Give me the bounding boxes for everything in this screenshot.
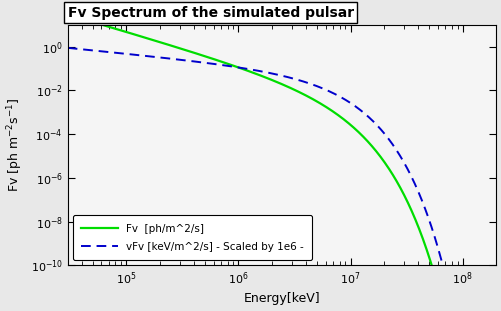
Fv  [ph/m^2/s] [65, 13, 71, 16]
vFv [keV/m^2/s] - Scaled by 1e6 - [389, 143, 395, 147]
Fv  [ph/m^2/s] [324, 106, 330, 110]
Legend: Fv  [ph/m^2/s], vFv [keV/m^2/s] - Scaled by 1e6 -: Fv [ph/m^2/s], vFv [keV/m^2/s] - Scaled … [73, 215, 312, 260]
Fv  [ph/m^2/s] [337, 115, 343, 119]
Fv  [ph/m^2/s] [389, 173, 395, 177]
X-axis label: Energy[keV]: Energy[keV] [243, 292, 320, 305]
Line: Fv  [ph/m^2/s]: Fv [ph/m^2/s] [68, 15, 495, 311]
vFv [keV/m^2/s] - Scaled by 1e6 - [91, 49, 97, 52]
vFv [keV/m^2/s] - Scaled by 1e6 - [313, 84, 319, 88]
Line: vFv [keV/m^2/s] - Scaled by 1e6 -: vFv [keV/m^2/s] - Scaled by 1e6 - [68, 48, 495, 311]
Fv  [ph/m^2/s] [433, 281, 439, 285]
Fv  [ph/m^2/s] [91, 21, 97, 24]
Fv  [ph/m^2/s] [313, 100, 319, 103]
Text: Fv Spectrum of the simulated pulsar: Fv Spectrum of the simulated pulsar [68, 6, 353, 20]
vFv [keV/m^2/s] - Scaled by 1e6 - [433, 242, 439, 246]
vFv [keV/m^2/s] - Scaled by 1e6 - [337, 95, 343, 99]
Y-axis label: Fv [ph m$^{-2}$s$^{-1}$]: Fv [ph m$^{-2}$s$^{-1}$] [6, 98, 25, 193]
vFv [keV/m^2/s] - Scaled by 1e6 - [324, 89, 330, 93]
vFv [keV/m^2/s] - Scaled by 1e6 - [65, 46, 71, 50]
